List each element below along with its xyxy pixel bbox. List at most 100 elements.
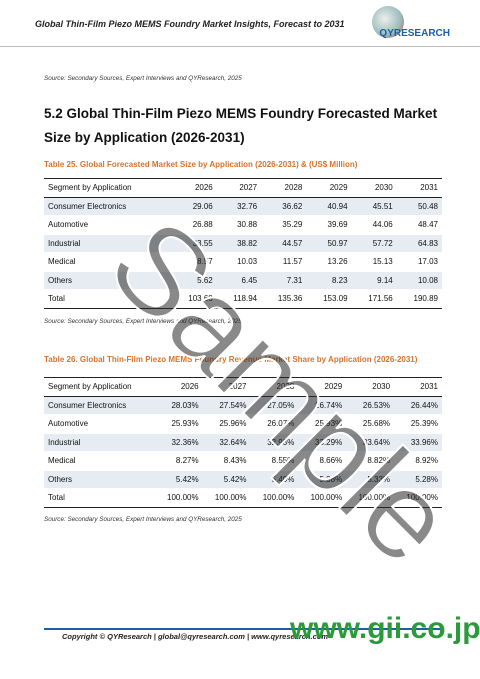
cell: Automotive: [44, 215, 172, 234]
cell: 25.68%: [346, 414, 395, 433]
cell: 5.42%: [202, 469, 251, 489]
cell: 40.94: [306, 196, 352, 216]
cell: 11.57: [261, 252, 307, 271]
gii-logo: www.gii.co.jp: [290, 612, 480, 645]
table-row: Others 5.62 6.45 7.31 8.23 9.14 10.08: [44, 270, 442, 290]
cell: 190.89: [396, 289, 442, 309]
cell: 64.83: [396, 233, 442, 253]
cell: Industrial: [44, 233, 172, 253]
cell: Industrial: [44, 432, 155, 452]
cell: 44.57: [261, 233, 307, 253]
cell: 26.53%: [346, 395, 395, 415]
column-header: Segment by Application: [44, 178, 172, 198]
cell: 5.42%: [154, 469, 203, 489]
cell: 27.54%: [202, 395, 251, 415]
cell: Consumer Electronics: [44, 196, 172, 216]
column-header: 2027: [216, 178, 262, 198]
cell: Consumer Electronics: [44, 395, 155, 415]
cell: 48.47: [396, 215, 442, 234]
logo: QYRESEARCH: [379, 28, 450, 39]
data-table: Segment by Application 2026 2027 2028 2029 20…: [44, 377, 442, 508]
cell: 13.26: [306, 252, 352, 271]
cell: 9.14: [351, 270, 397, 290]
cell: 118.94: [216, 289, 262, 309]
cell: Others: [44, 469, 155, 489]
cell: 8.66%: [298, 451, 347, 470]
cell: 100.00%: [394, 488, 442, 508]
cell: 15.13: [351, 252, 397, 271]
cell: 50.48: [396, 196, 442, 216]
cell: Total: [44, 488, 155, 508]
cell: 8.92%: [394, 451, 442, 470]
header: Global Thin-Film Piezo MEMS Foundry Mark…: [0, 0, 480, 47]
cell: 32.93%: [250, 432, 299, 452]
cell: 29.06: [171, 196, 217, 216]
cell: 38.82: [216, 233, 262, 253]
cell: 33.96%: [394, 432, 442, 452]
table-caption: Table 25. Global Forecasted Market Size …: [44, 160, 358, 169]
footer-line: [44, 628, 444, 630]
cell: 100.00%: [154, 488, 203, 508]
cell: Others: [44, 270, 172, 290]
table-row: Consumer Electronics 28.03% 27.54% 27.05% 26…: [44, 395, 442, 415]
source: Source: Secondary Sources, Expert Interv…: [44, 516, 242, 523]
cell: 100.00%: [250, 488, 299, 508]
section-heading: 5.2 Global Thin-Film Piezo MEMS Foundry …: [44, 106, 438, 145]
cell: 36.62: [261, 196, 307, 216]
cell: 6.45: [216, 270, 262, 290]
cell: Medical: [44, 451, 155, 470]
cell: 25.96%: [202, 414, 251, 433]
header-row: Segment by Application 2026 2027 2028 2029 20…: [44, 377, 442, 397]
cell: 153.09: [306, 289, 352, 309]
table-row: Automotive 26.88 30.88 35.29 39.69 44.06 48.47: [44, 215, 442, 234]
table-row: Industrial 33.55 38.82 44.57 50.97 57.72 64.83: [44, 233, 442, 253]
cell: 5.38%: [298, 469, 347, 489]
cell: Medical: [44, 252, 172, 271]
cell: 26.44%: [394, 395, 442, 415]
cell: 33.29%: [298, 432, 347, 452]
cell: 8.57: [171, 252, 217, 271]
cell: 25.93%: [154, 414, 203, 433]
cell: 25.39%: [394, 414, 442, 433]
table-row: Medical 8.57 10.03 11.57 13.26 15.13 17.03: [44, 252, 442, 271]
table-row: Industrial 32.36% 32.64% 32.93% 33.29% 33.64%…: [44, 432, 442, 452]
cell: Total: [44, 289, 172, 309]
cell: 100.00%: [346, 488, 395, 508]
column-header: 2029: [306, 178, 352, 198]
cell: 8.55%: [250, 451, 299, 470]
cell: 32.64%: [202, 432, 251, 452]
cell: 100.00%: [202, 488, 251, 508]
column-header: 2030: [351, 178, 397, 198]
column-header: 2031: [396, 178, 442, 198]
cell: 100.00%: [298, 488, 347, 508]
copyright: Copyright © QYResearch | global@qyresear…: [62, 632, 329, 641]
cell: 26.88: [171, 215, 217, 234]
cell: 5.40%: [250, 469, 299, 489]
table-row: Automotive 25.93% 25.96% 26.07% 25.93% 25.68%…: [44, 414, 442, 433]
cell: 7.31: [261, 270, 307, 290]
cell: 5.28%: [394, 469, 442, 489]
header-row: Segment by Application 2026 2027 2028 2029 20…: [44, 178, 442, 198]
cell: Automotive: [44, 414, 155, 433]
column-header: 2031: [394, 377, 442, 397]
cell: 44.06: [351, 215, 397, 234]
table-row: Total 103.68 118.94 135.36 153.09 171.56 190.8…: [44, 289, 442, 309]
cell: 27.05%: [250, 395, 299, 415]
cell: 8.43%: [202, 451, 251, 470]
cell: 10.03: [216, 252, 262, 271]
table-row: Total 100.00% 100.00% 100.00% 100.00% 100.00%…: [44, 488, 442, 508]
source: Source: Secondary Sources, Expert Interv…: [44, 318, 242, 325]
cell: 135.36: [261, 289, 307, 309]
cell: 32.36%: [154, 432, 203, 452]
cell: 8.82%: [346, 451, 395, 470]
cell: 30.88: [216, 215, 262, 234]
cell: 33.55: [171, 233, 217, 253]
cell: 32.76: [216, 196, 262, 216]
header-title: Global Thin-Film Piezo MEMS Foundry Mark…: [35, 19, 345, 29]
cell: 103.68: [171, 289, 217, 309]
cell: 45.51: [351, 196, 397, 216]
column-header: 2026: [171, 178, 217, 198]
table-caption: Table 26. Global Thin-Film Piezo MEMS Fo…: [44, 355, 418, 364]
cell: 57.72: [351, 233, 397, 253]
